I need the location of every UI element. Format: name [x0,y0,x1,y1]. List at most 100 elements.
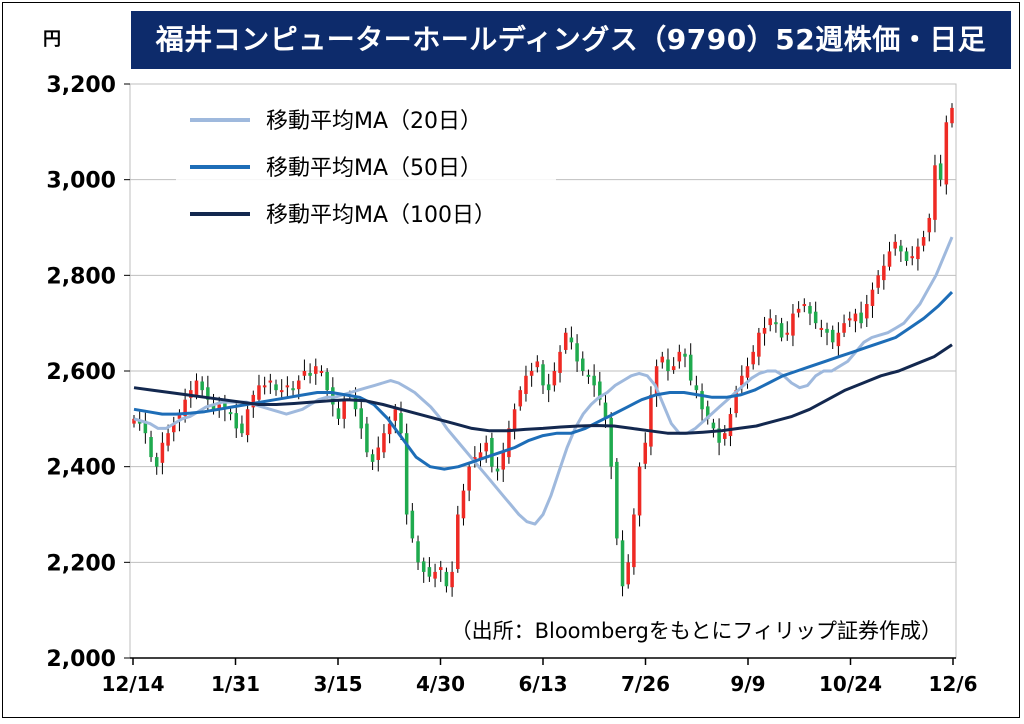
candle-down [365,423,369,453]
candle-down [274,384,278,391]
candle-up [467,466,471,491]
candle-up [456,514,460,570]
candle-up [507,428,511,458]
candle-down [694,385,699,391]
candle-up [921,237,926,246]
candle-down [228,412,233,415]
candle-up [433,571,437,579]
candle-down [308,372,312,376]
candle-up [887,251,892,267]
candle-down [416,541,420,563]
candle-down [683,353,687,357]
candle-down [830,329,835,343]
candle-down [546,384,551,391]
candle-down [711,422,716,429]
candle-up [501,452,505,470]
candle-down [143,420,148,434]
candle-up [836,332,841,347]
candle-down [688,354,693,381]
ma-line-0 [133,236,954,526]
candle-down [705,406,710,419]
x-tick-label: 3/15 [313,672,362,696]
candle-down [700,391,704,410]
candle-up [802,304,807,307]
x-tick-label: 4/30 [416,672,465,696]
candle-down [154,457,159,467]
candle-up [342,399,346,419]
candle-up [518,390,523,407]
candle-up [535,361,540,368]
candle-up [660,356,665,363]
candle-down [336,408,341,419]
candle-down [291,388,295,391]
candle-up [768,318,772,326]
candle-up [865,304,869,319]
candle-down [240,423,244,434]
y-tick-label: 2,600 [46,360,116,385]
candle-up [632,514,636,568]
candle-up [882,265,886,281]
candle-up [643,442,648,464]
candle-up [257,385,261,400]
candle-up [944,122,949,185]
x-axis-ticks: 12/14 1/31 3/15 4/30 6/13 7/26 9/9 10/24 12/6 [102,657,978,696]
chart-title-bar: 福井コンピューターホールディングス（9790）52週株価・日足 [131,11,1011,69]
candle-up [387,423,392,435]
candle-up [524,375,528,394]
candle-up [194,380,199,395]
candle-up [382,433,386,453]
y-tick-label: 2,400 [46,456,116,481]
y-tick-label: 3,200 [46,73,116,98]
candle-down [359,408,363,429]
candle-down [444,571,449,587]
candle-down [495,468,500,472]
moving-average-lines [133,236,954,526]
candle-up [842,323,846,333]
candle-down [581,358,585,371]
ma-line-2 [133,343,953,435]
candle-up [671,366,676,371]
y-axis-ticks: 2,000 2,200 2,400 2,600 2,800 3,000 3,200 [46,73,130,672]
candle-down [586,374,591,377]
legend-entry: 移動平均MA（100日） [266,203,496,228]
candle-down [569,337,574,343]
candle-up [876,275,880,288]
candle-down [904,251,909,261]
y-tick-label: 2,200 [46,551,116,576]
candle-down [223,400,227,410]
candle-down [399,413,403,434]
candle-up [177,414,182,419]
candle-up [314,366,318,374]
candle-down [541,364,545,386]
x-tick-label: 12/6 [928,672,977,696]
candle-up [626,562,630,585]
candle-up [870,289,875,306]
candle-up [751,351,755,365]
candle-up [285,385,290,388]
candle-up [933,165,937,220]
candle-up [910,256,914,259]
chart-title: 福井コンピューターホールディングス（9790）52週株価・日足 [155,23,987,56]
candle-up [245,409,250,436]
candle-up [251,394,256,408]
candle-up [376,447,381,460]
legend: 移動平均MA（20日） 移動平均MA（50日） 移動平均MA（100日） [176,92,556,248]
candle-down [620,540,625,587]
legend-entry: 移動平均MA（20日） [266,109,482,134]
candle-down [575,343,579,362]
candle-down [353,397,358,410]
candle-up [461,490,466,519]
candle-up [853,313,858,322]
candle-up [132,418,136,424]
candle-up [734,390,738,414]
candle-up [791,313,795,336]
candle-up [637,466,642,516]
candle-up [512,409,517,430]
candle-up [654,366,659,395]
candle-up [450,571,454,588]
candle-up [740,375,744,386]
candle-down [421,561,426,572]
candle-up [183,399,187,416]
y-tick-label: 3,000 [46,169,116,194]
